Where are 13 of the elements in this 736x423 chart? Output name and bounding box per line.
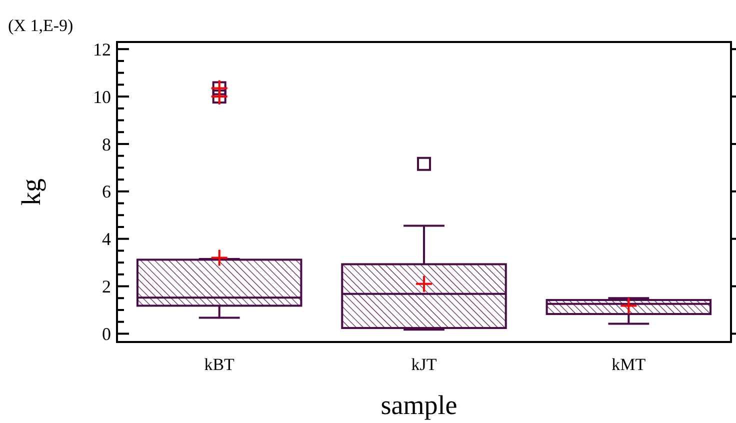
x-axis-title: sample — [380, 390, 458, 420]
x-tick-label: kBT — [204, 355, 236, 374]
x-tick-label: kMT — [612, 355, 646, 374]
y-tick-label: 6 — [102, 182, 111, 202]
y-axis-title: kg — [16, 178, 46, 206]
y-tick-label: 2 — [102, 276, 111, 297]
y-tick-label: 0 — [102, 324, 111, 344]
y-tick-label: 8 — [102, 134, 111, 154]
y-tick-label: 12 — [93, 39, 111, 60]
text: (X 1,E-9) — [8, 16, 74, 35]
y-tick-label: 4 — [102, 229, 111, 250]
y-tick-label: 10 — [93, 86, 111, 107]
x-tick-label: kJT — [411, 355, 438, 374]
